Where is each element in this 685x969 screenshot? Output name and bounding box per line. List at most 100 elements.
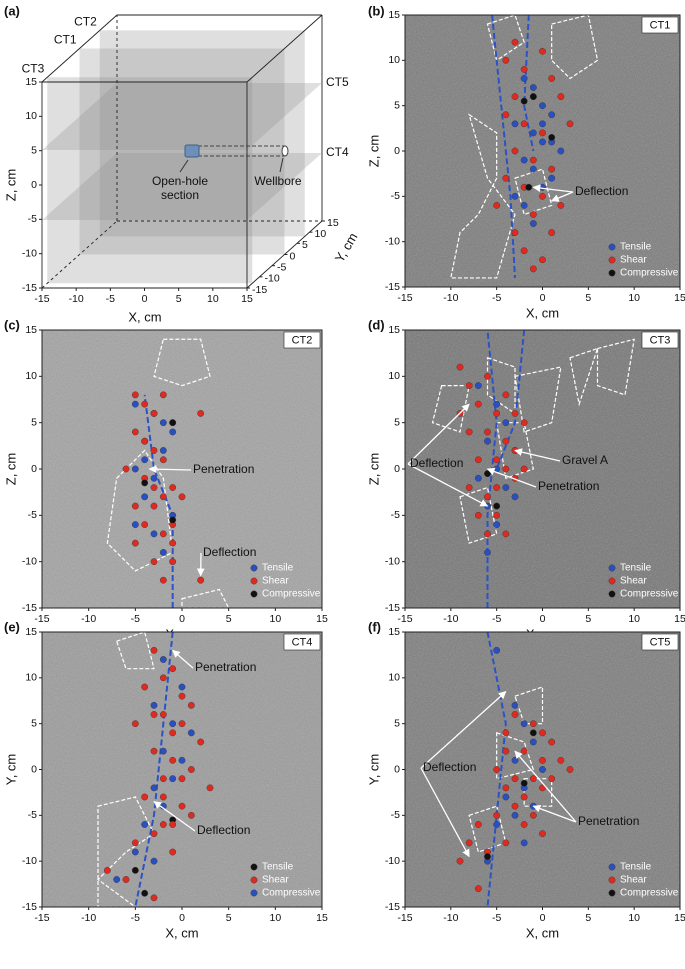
y-tick-label: 15 [388,626,400,638]
x-tick-label: -5 [131,912,140,924]
x-tick-label: 0 [179,912,185,924]
plane-label: CT1 [54,33,77,47]
point [502,111,510,119]
point [539,47,546,55]
point [520,75,528,82]
x-axis-label: X, cm [526,305,559,320]
legend-marker [250,577,258,585]
point [548,229,556,237]
x-tick-label: 10 [628,613,640,625]
point [520,465,528,473]
point [197,738,205,746]
x-tick-label: -10 [69,293,84,305]
point [159,456,167,464]
y-tick-label: 5 [302,239,308,251]
z-tick-label: 5 [31,144,37,156]
legend-label: Shear [620,255,647,266]
point [103,866,111,874]
point [159,775,167,783]
x-tick-label: -10 [443,613,458,625]
point [548,75,556,82]
point [511,93,519,101]
photo-grain [405,330,680,608]
annotation: Penetration [193,462,254,476]
point [159,821,167,828]
x-tick-label: 15 [674,912,685,924]
point [511,38,519,46]
annotation: Deflection [203,545,256,559]
fracture [134,631,174,908]
point [474,456,482,464]
fracture [491,14,516,278]
fracture [523,14,535,152]
plane [79,48,285,255]
point [131,839,139,847]
point [502,484,510,491]
pointer [179,159,189,173]
point [539,102,546,110]
point [169,821,177,828]
point [493,456,501,464]
point [131,502,139,510]
y-tick-label: 5 [394,99,400,111]
legend-label: Tensile [620,242,652,253]
point [502,419,510,427]
annotation-arrow [172,649,194,669]
point [529,220,537,227]
y-tick-label: 5 [31,416,37,428]
point [150,502,158,510]
y-tick-label: 0 [394,145,400,157]
y-tick-label: 5 [394,416,400,428]
point [548,738,556,746]
point [169,419,177,427]
legend-label: Shear [620,875,647,886]
legend-label: Tensile [262,563,294,574]
point [493,521,501,528]
x-tick-label: -5 [131,613,140,625]
point [520,821,528,828]
point [456,363,464,371]
y-tick-label: 0 [394,763,400,775]
point [493,821,501,828]
point [159,530,167,538]
point [520,66,528,73]
x-tick-label: 10 [269,912,281,924]
y-tick-label: -15 [22,602,37,614]
point [159,391,167,399]
legend-marker [608,889,616,897]
y-tick-label: 15 [388,9,400,21]
y-tick-label: -5 [277,261,286,273]
x-tick-label: -10 [443,912,458,924]
point [169,558,177,566]
point [141,793,149,801]
y-axis-label: Z, cm [366,135,381,168]
point [529,84,537,91]
point [150,830,158,838]
annotation-arrow [514,448,561,462]
point [539,729,546,737]
legend-marker [608,863,616,871]
tag-box [283,331,321,349]
point [484,853,491,860]
x-tick-label: -15 [397,292,412,304]
y-axis-label: Z, cm [366,453,381,486]
annotation: Penetration [538,479,599,493]
annotation: Gravel A [562,453,608,467]
panel-label: (a) [4,3,20,18]
point [529,93,537,101]
point [525,183,533,191]
plane-label: CT2 [74,15,97,29]
point [159,447,167,454]
legend-marker [250,876,258,884]
x-tick-label: 10 [269,613,281,625]
y-tick-label: 0 [394,463,400,475]
point [529,720,537,728]
point [529,129,537,137]
x-axis-label: X, cm [128,309,161,324]
plane [42,153,322,221]
panel-label: (d) [368,317,385,332]
point [548,111,556,119]
gravel-outline [459,486,498,544]
point [141,437,149,445]
x-tick-label: -10 [81,912,96,924]
